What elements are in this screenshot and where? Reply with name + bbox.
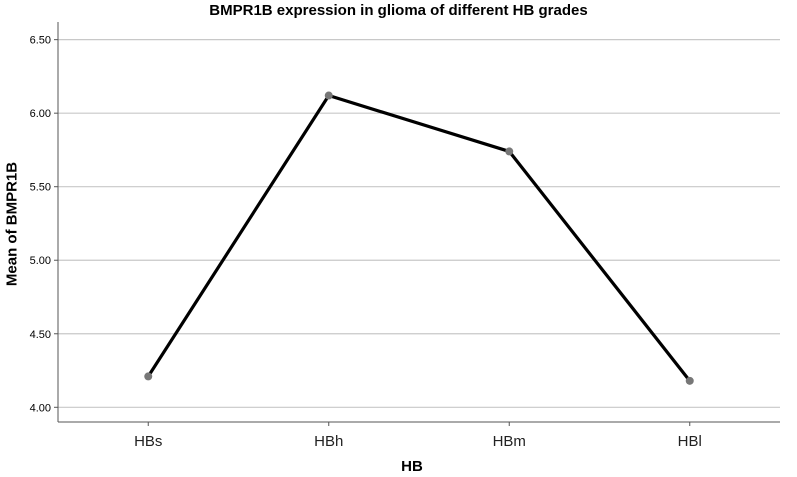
data-point — [324, 91, 333, 100]
x-axis-label: HB — [401, 458, 423, 475]
data-point — [144, 372, 153, 381]
y-tick-label: 5.50 — [30, 182, 51, 194]
y-tick-label: 4.00 — [30, 402, 51, 414]
x-tick-label: HBs — [134, 433, 162, 450]
x-tick-label: HBm — [493, 433, 526, 450]
chart-title: BMPR1B expression in glioma of different… — [209, 2, 588, 19]
series-line — [146, 93, 692, 383]
y-tick-label: 6.00 — [30, 108, 51, 120]
data-point — [685, 376, 694, 385]
data-point — [505, 147, 514, 156]
x-tick-label: HBl — [678, 433, 702, 450]
x-tick-label: HBh — [314, 433, 343, 450]
y-tick-label: 5.00 — [30, 255, 51, 267]
y-tick-label: 4.50 — [30, 329, 51, 341]
y-tick-label: 6.50 — [30, 35, 51, 47]
